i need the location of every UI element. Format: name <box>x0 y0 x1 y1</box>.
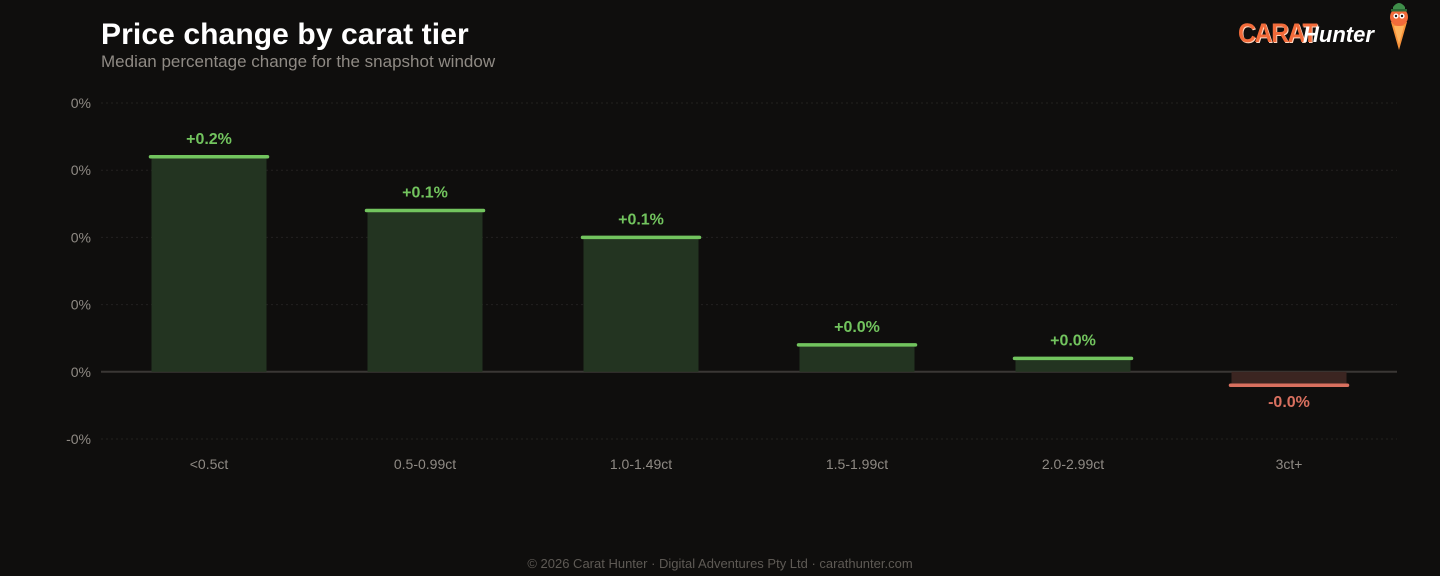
brand-logo[interactable]: CARAT Hunter <box>1236 0 1426 56</box>
data-label: +0.0% <box>834 319 880 336</box>
logo-carat-text: CARAT <box>1238 18 1318 48</box>
bar <box>583 237 699 372</box>
x-tick-label: 0.5-0.99ct <box>394 456 456 472</box>
data-label: +0.1% <box>618 211 664 228</box>
data-label: -0.0% <box>1268 394 1310 411</box>
y-tick-label: -0% <box>66 431 91 447</box>
x-tick-label: 3ct+ <box>1276 456 1303 472</box>
chart-subtitle: Median percentage change for the snapsho… <box>101 52 496 71</box>
data-label: +0.2% <box>186 131 232 148</box>
bar-chart: 0% 0% 0% 0% 0% -0% +0.2% <0.5ct +0.1% 0.5-0.99ct +… <box>66 95 1397 472</box>
x-tick-label: 1.0-1.49ct <box>610 456 672 472</box>
y-tick-label: 0% <box>71 162 91 178</box>
y-tick-label: 0% <box>71 229 91 245</box>
footer-credit: © 2026 Carat Hunter · Digital Adventures… <box>527 556 913 571</box>
y-tick-label: 0% <box>71 364 91 380</box>
bar <box>367 210 483 372</box>
x-tick-label: 1.5-1.99ct <box>826 456 888 472</box>
data-label: +0.0% <box>1050 332 1096 349</box>
bar <box>799 344 915 372</box>
bar <box>151 156 267 372</box>
x-tick-label: 2.0-2.99ct <box>1042 456 1104 472</box>
bar <box>1015 358 1131 372</box>
logo-hunter-text: Hunter <box>1303 22 1374 47</box>
bar <box>1231 371 1347 386</box>
hunter-mascot-icon <box>1390 3 1408 50</box>
y-tick-label: 0% <box>71 95 91 111</box>
y-tick-label: 0% <box>71 297 91 313</box>
chart-title: Price change by carat tier <box>101 18 469 51</box>
data-label: +0.1% <box>402 185 448 202</box>
x-tick-label: <0.5ct <box>190 456 229 472</box>
